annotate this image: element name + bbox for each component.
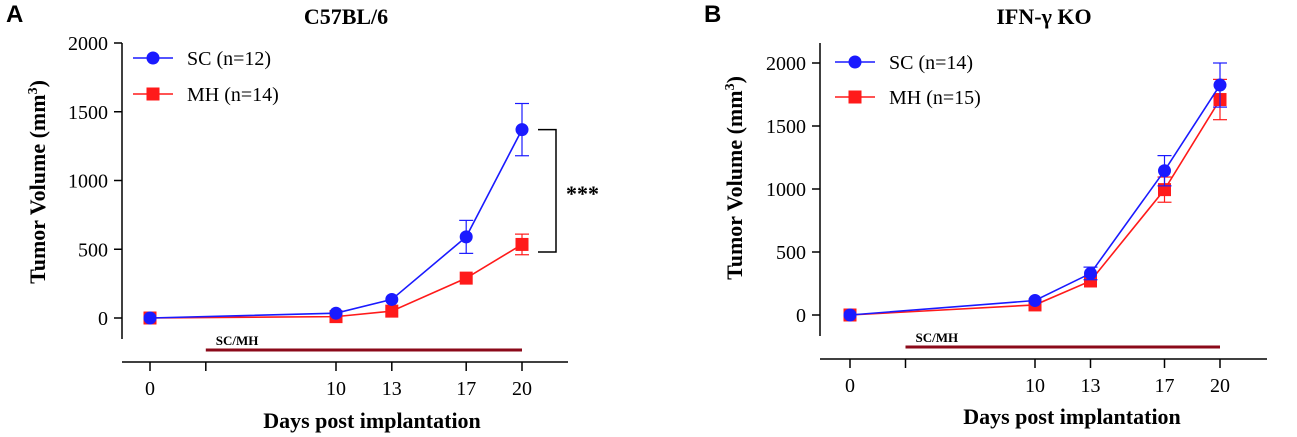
x-tick-label: 0 — [845, 375, 855, 397]
data-point — [1028, 294, 1042, 308]
y-tick-label: 0 — [98, 308, 108, 330]
x-tick-label: 10 — [1025, 375, 1045, 397]
x-tick-label: 13 — [382, 378, 402, 400]
y-axis-label: Tumor Volume (mm3) — [722, 76, 747, 280]
legend-marker — [146, 87, 160, 101]
data-point — [1158, 164, 1171, 178]
series-mh — [843, 78, 1227, 322]
x-tick-label: 17 — [1155, 375, 1175, 397]
y-axis-label-close: ) — [25, 80, 50, 87]
chart-panel-b: B IFN-γ KO 0 500 1000 1500 2000 Tumor Volume (m… — [704, 1, 1267, 429]
data-point — [515, 237, 529, 251]
legend-marker — [848, 90, 862, 104]
data-point — [843, 308, 857, 322]
y-tick-label: 0 — [796, 305, 806, 327]
legend-entry-mh: MH (n=14) — [133, 84, 279, 106]
data-point — [1084, 266, 1097, 280]
x-tick-label: 13 — [1081, 375, 1101, 397]
legend-label: SC (n=12) — [187, 48, 271, 70]
series-sc — [843, 62, 1227, 322]
y-axis-label: Tumor Volume (mm3) — [25, 80, 50, 284]
treatment-bar-label: SC/MH — [216, 333, 259, 348]
y-tick-label: 2000 — [766, 53, 806, 75]
data-point — [1213, 78, 1227, 92]
y-tick-label: 1000 — [766, 179, 806, 201]
data-point — [459, 230, 473, 244]
data-point — [385, 304, 399, 318]
y-axis-label-sup: 3 — [26, 87, 41, 94]
x-tick-label: 20 — [1210, 375, 1230, 397]
y-tick-label: 1500 — [766, 116, 806, 138]
significance-label: *** — [566, 181, 599, 206]
panel-label: A — [6, 1, 23, 28]
legend-label: SC (n=14) — [889, 52, 973, 74]
series-sc — [143, 102, 529, 325]
x-tick-label: 20 — [512, 378, 532, 400]
panel-label: B — [704, 1, 721, 28]
x-axis-label: Days post implantation — [963, 404, 1181, 429]
legend-entry-sc: SC (n=12) — [133, 48, 271, 70]
legend-entry-mh: MH (n=15) — [835, 87, 981, 109]
data-point — [459, 271, 473, 285]
series-line — [849, 99, 1221, 316]
chart-panel-a: A C57BL/6 0 500 1000 1500 2000 Tumor Volume (mm… — [6, 1, 599, 433]
chart-title: C57BL/6 — [304, 4, 388, 29]
y-tick-label: 500 — [78, 239, 108, 261]
legend-label: MH (n=15) — [889, 87, 981, 109]
chart-title: IFN-γ KO — [996, 4, 1091, 29]
data-point — [515, 123, 529, 137]
y-axis-label-close: ) — [722, 76, 747, 83]
y-tick-label: 1000 — [68, 171, 108, 193]
y-axis-label-sup: 3 — [723, 83, 738, 90]
legend-marker — [146, 51, 160, 65]
data-point — [385, 292, 399, 306]
x-tick-label: 17 — [456, 378, 476, 400]
y-axis-label-main: Tumor Volume (mm — [25, 94, 50, 283]
treatment-bar-label: SC/MH — [916, 330, 959, 345]
x-tick-label: 10 — [326, 378, 346, 400]
y-tick-label: 500 — [776, 242, 806, 264]
legend-marker — [848, 55, 862, 69]
legend-entry-sc: SC (n=14) — [835, 52, 973, 74]
y-axis-label-main: Tumor Volume (mm — [722, 90, 747, 279]
x-tick-label: 0 — [145, 378, 155, 400]
x-axis-label: Days post implantation — [263, 408, 481, 433]
data-point — [329, 306, 343, 320]
y-tick-label: 1500 — [68, 102, 108, 124]
significance-bracket — [538, 128, 557, 253]
y-tick-label: 2000 — [68, 33, 108, 55]
legend-label: MH (n=14) — [187, 84, 279, 106]
data-point — [143, 311, 157, 325]
